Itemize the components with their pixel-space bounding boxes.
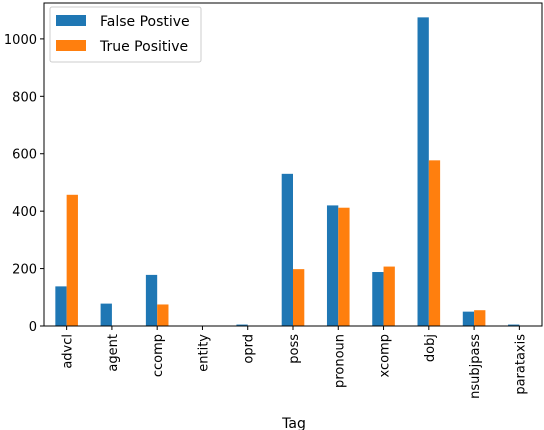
bar-poss-true-positive <box>293 269 305 326</box>
bar-poss-false-postive <box>281 173 293 326</box>
y-tick-label: 1000 <box>4 33 37 48</box>
bar-agent-false-postive <box>100 303 112 326</box>
legend-swatch-true-positive <box>56 40 86 51</box>
bar-pronoun-false-postive <box>326 205 339 326</box>
x-tick-label-agent: agent <box>106 334 121 372</box>
y-tick-label: 600 <box>12 148 37 163</box>
x-tick-label-entity: entity <box>196 334 211 372</box>
bar-ccomp-false-postive <box>145 274 158 326</box>
y-tick-label: 200 <box>12 263 37 278</box>
bar-xcomp-true-positive <box>383 266 395 326</box>
bar-ccomp-true-positive <box>157 304 169 326</box>
legend-label-true-positive: True Positive <box>99 39 188 55</box>
bar-dobj-true-positive <box>428 160 441 326</box>
ticks-layer: 0 200 400 600 800 1000 advcl agent ccomp entity op… <box>4 33 528 399</box>
x-tick-label-dobj: dobj <box>423 334 438 362</box>
bar-pronoun-true-positive <box>338 207 350 326</box>
bar-nsubjpass-false-postive <box>462 311 475 326</box>
x-tick-label-advcl: advcl <box>61 334 76 369</box>
x-tick-label-nsubjpass: nsubjpass <box>468 334 483 399</box>
bar-parataxis-false-postive <box>508 324 520 326</box>
bar-advcl-false-postive <box>55 286 67 326</box>
x-axis-label: Tag <box>281 416 306 430</box>
x-tick-label-pronoun: pronoun <box>332 334 347 388</box>
legend-frame <box>49 6 202 63</box>
y-tick-label: 400 <box>12 205 37 220</box>
legend-label-false-positive: False Postive <box>100 14 190 30</box>
x-tick-label-xcomp: xcomp <box>378 334 393 377</box>
legend-swatch-false-positive <box>56 15 86 26</box>
bar-nsubjpass-true-positive <box>474 310 486 326</box>
y-tick-label: 800 <box>12 90 37 105</box>
legend: False Postive True Positive <box>49 6 202 63</box>
bar-dobj-false-postive <box>417 17 429 327</box>
bar-xcomp-false-postive <box>372 272 384 326</box>
x-tick-label-poss: poss <box>287 334 302 364</box>
x-tick-label-parataxis: parataxis <box>513 334 528 395</box>
bars-layer <box>55 17 520 327</box>
bar-advcl-true-positive <box>66 194 78 326</box>
bar-oprd-false-postive <box>236 324 248 326</box>
y-tick-label: 0 <box>29 320 37 335</box>
x-tick-label-ccomp: ccomp <box>151 334 166 377</box>
x-tick-label-oprd: oprd <box>242 334 257 364</box>
